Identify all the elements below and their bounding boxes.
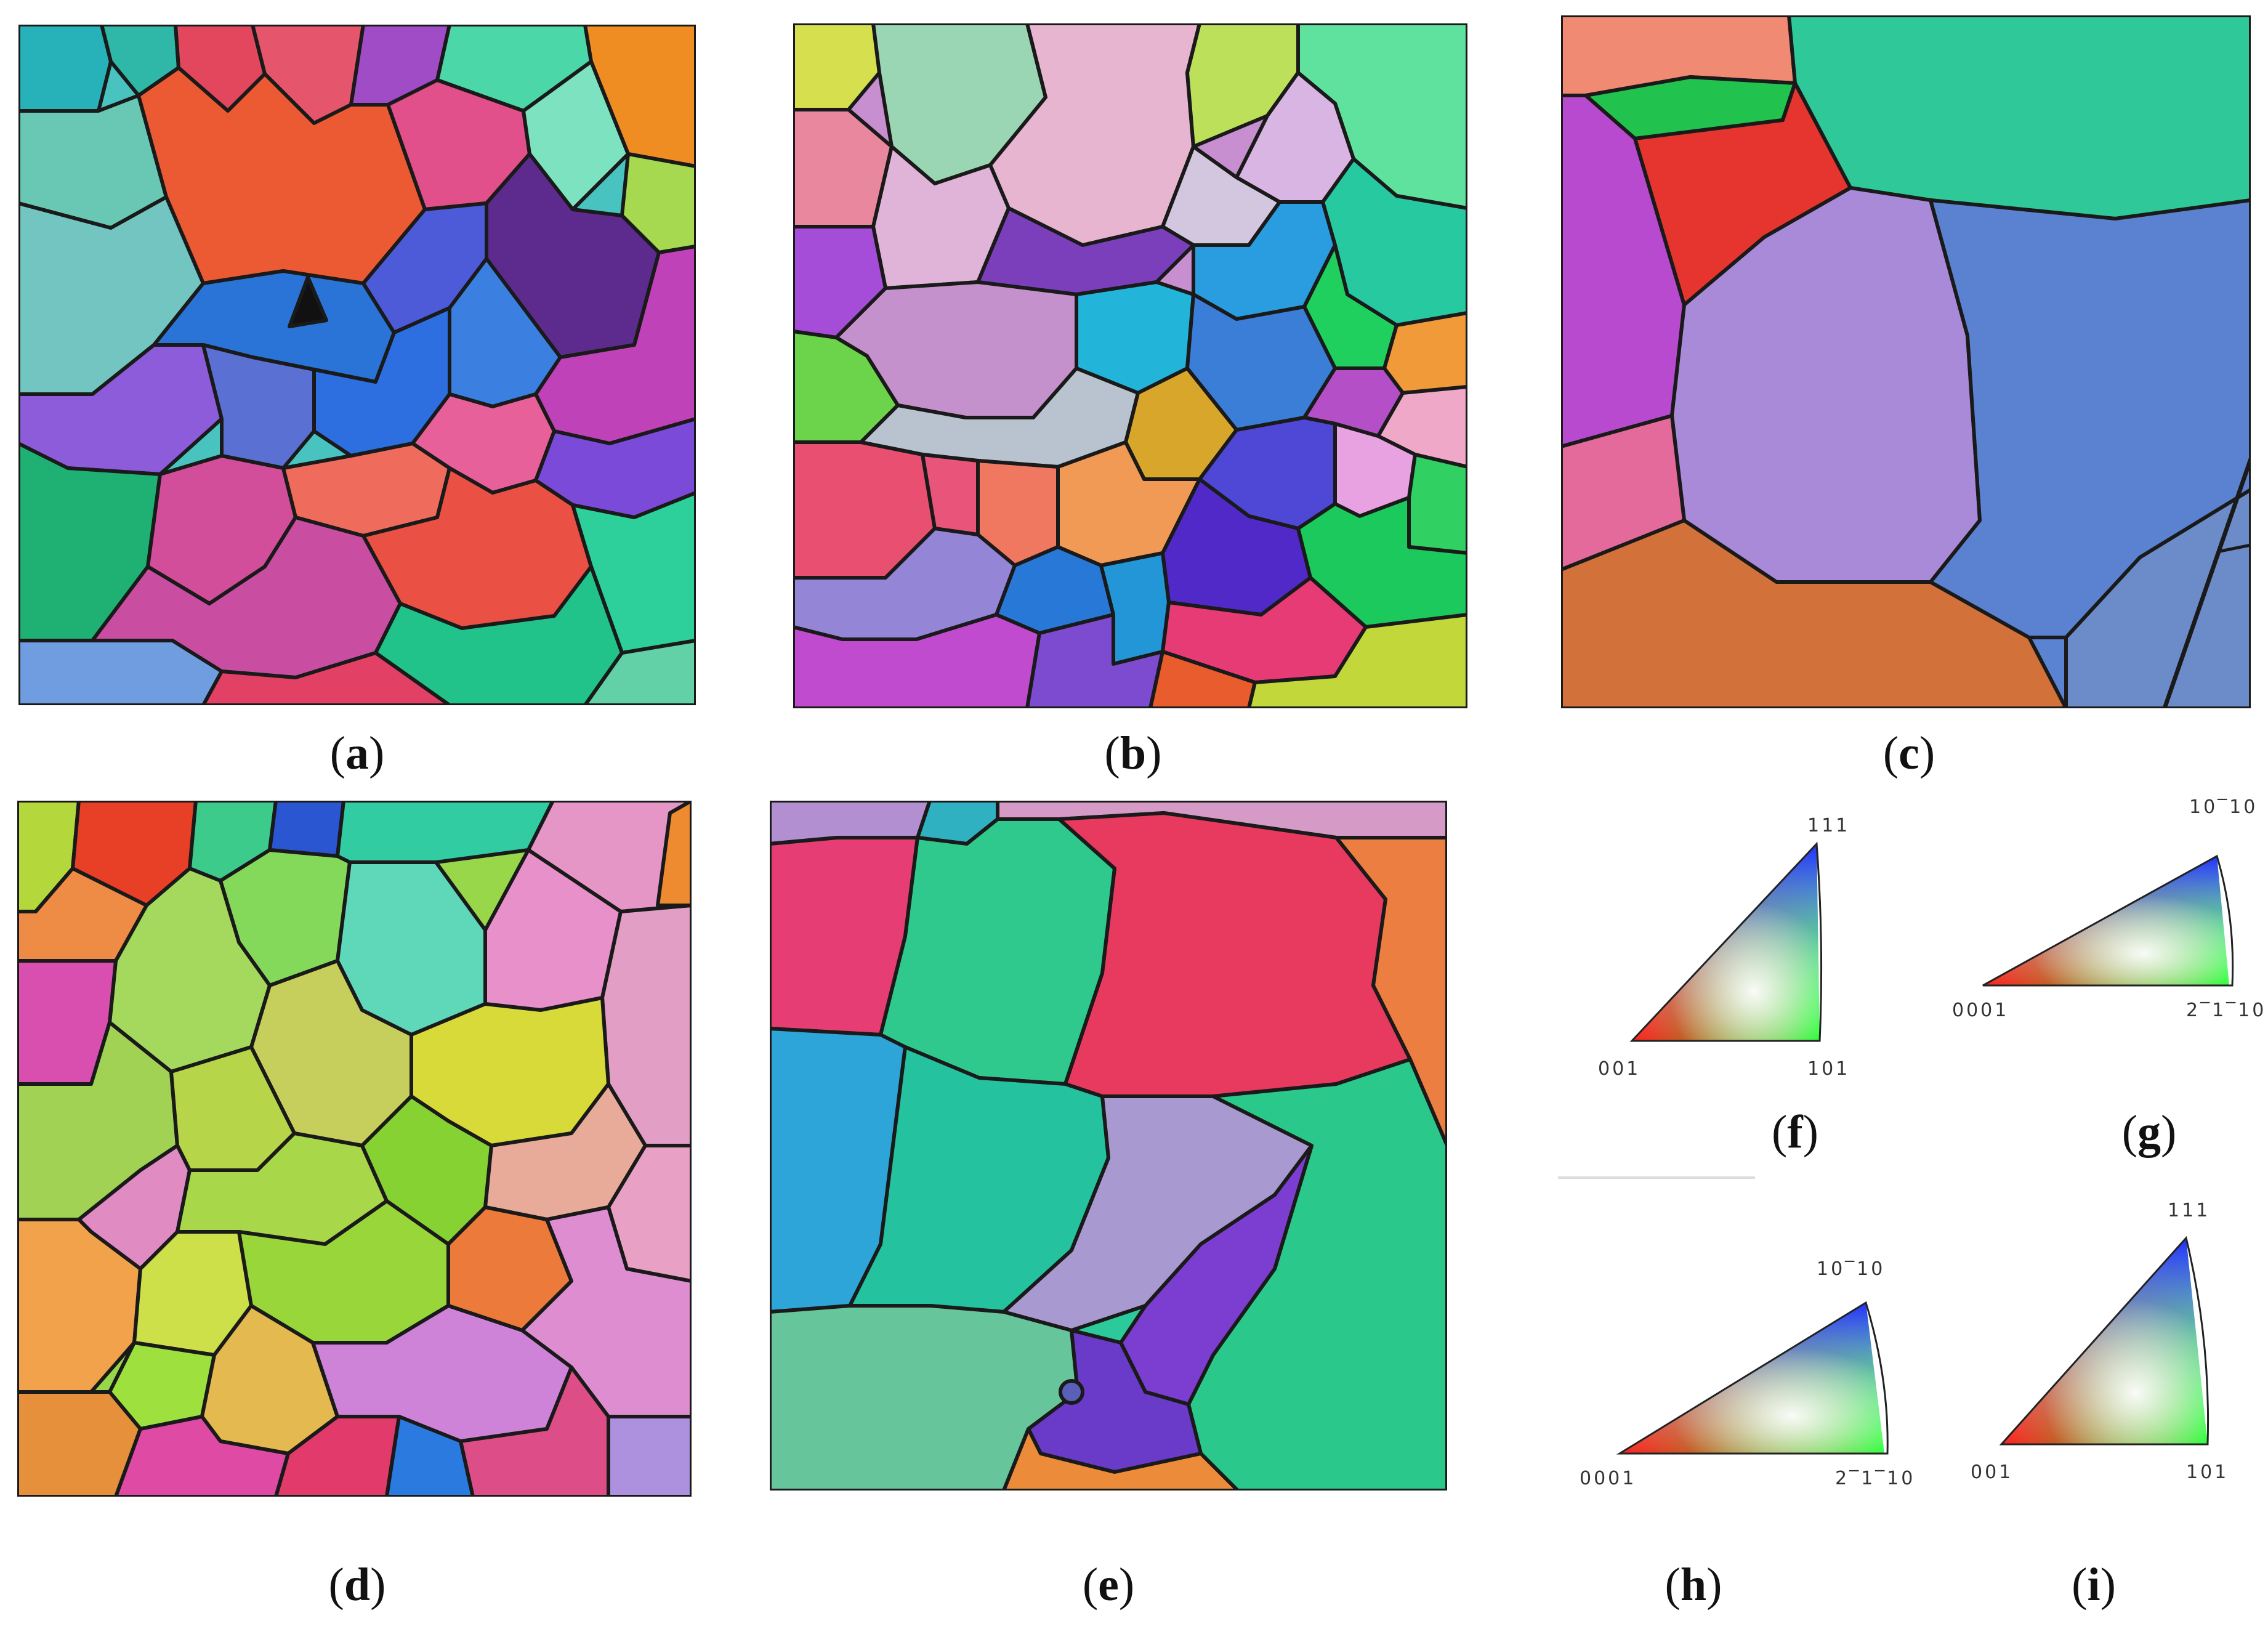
ebsd-map-a <box>18 25 696 705</box>
label-0001: 0001 <box>1952 1000 2009 1021</box>
ebsd-map-b <box>793 23 1467 708</box>
grain-map-c <box>1561 15 2251 708</box>
grain-map-a <box>18 25 696 705</box>
caption-f: (f) <box>1772 1106 1818 1158</box>
ipf-key-hex-h: 10‾10 0001 2‾1‾10 <box>1576 1232 1921 1491</box>
caption-g: (g) <box>2121 1106 2177 1158</box>
ebsd-map-d <box>17 801 692 1497</box>
label-001: 001 <box>1971 1462 2013 1483</box>
label-2-1-10: 2‾1‾10 <box>2186 1000 2266 1021</box>
label-101: 101 <box>2186 1462 2229 1483</box>
label-2-1-10: 2‾1‾10 <box>1835 1468 1915 1489</box>
caption-a: (a) <box>329 727 385 779</box>
label-111: 111 <box>2168 1200 2210 1221</box>
caption-c: (c) <box>1883 727 1935 779</box>
ebsd-map-c <box>1561 15 2251 708</box>
caption-b: (b) <box>1104 727 1162 779</box>
label-001: 001 <box>1598 1058 1640 1080</box>
label-10-10: 10‾10 <box>1817 1258 1885 1280</box>
label-111: 111 <box>1807 815 1850 836</box>
label-10-10: 10‾10 <box>2189 796 2258 818</box>
caption-i: (i) <box>2072 1559 2116 1611</box>
caption-e: (e) <box>1082 1559 1135 1611</box>
ipf-key-hex-g: 10‾10 0001 2‾1‾10 <box>1940 782 2264 1029</box>
ebsd-map-e <box>770 801 1447 1491</box>
label-101: 101 <box>1807 1058 1850 1080</box>
caption-d: (d) <box>328 1559 386 1611</box>
label-0001: 0001 <box>1580 1468 1636 1489</box>
caption-h: (h) <box>1665 1559 1722 1611</box>
grain-map-b <box>793 23 1467 708</box>
grain-map-d <box>17 801 692 1497</box>
ipf-key-cubic-i: 111 001 101 <box>1958 1186 2242 1494</box>
divider <box>1558 1176 1755 1179</box>
grain-map-e <box>770 801 1447 1491</box>
ipf-key-cubic-f: 111 001 101 <box>1595 801 1866 1090</box>
